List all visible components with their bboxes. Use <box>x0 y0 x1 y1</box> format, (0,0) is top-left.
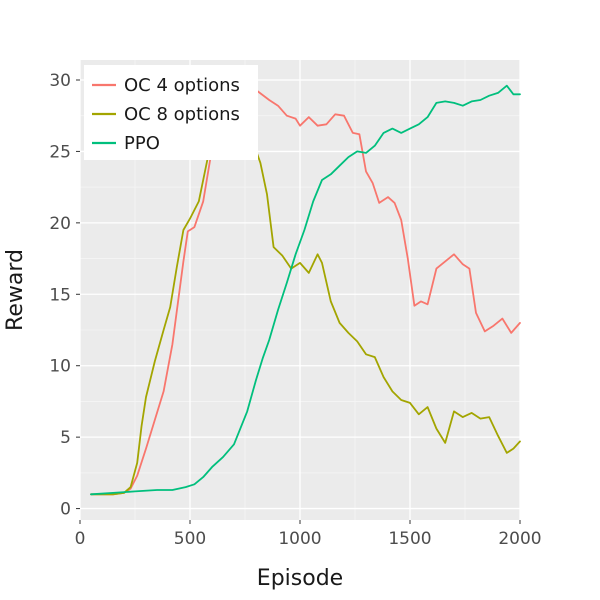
x-tick-label: 1500 <box>388 529 431 549</box>
y-axis-title: Reward <box>3 249 28 331</box>
series-line-1 <box>90 117 521 496</box>
series-line-0 <box>90 72 521 496</box>
legend: OC 4 options OC 8 options PPO <box>84 65 258 160</box>
y-tick-label: 15 <box>49 285 71 305</box>
legend-box <box>84 65 258 160</box>
series-layer <box>90 72 521 496</box>
legend-label-2: PPO <box>124 133 160 154</box>
y-axis-ticks: 0 5 10 15 20 25 30 <box>49 71 80 520</box>
y-tick-label: 0 <box>60 500 71 520</box>
series-line-2 <box>90 84 521 496</box>
y-tick-label: 25 <box>49 142 71 162</box>
y-tick-label: 5 <box>60 428 71 448</box>
y-tick-label: 20 <box>49 214 71 234</box>
x-tick-label: 1000 <box>278 529 321 549</box>
legend-label-1: OC 8 options <box>124 104 240 125</box>
x-tick-label: 2000 <box>498 529 541 549</box>
legend-label-0: OC 4 options <box>124 75 240 96</box>
x-tick-label: 0 <box>75 529 86 549</box>
y-tick-label: 30 <box>49 71 71 91</box>
x-tick-label: 500 <box>174 529 206 549</box>
x-axis-ticks: 0 500 1000 1500 2000 <box>75 520 542 549</box>
y-tick-label: 10 <box>49 357 71 377</box>
x-axis-title: Episode <box>257 566 343 591</box>
